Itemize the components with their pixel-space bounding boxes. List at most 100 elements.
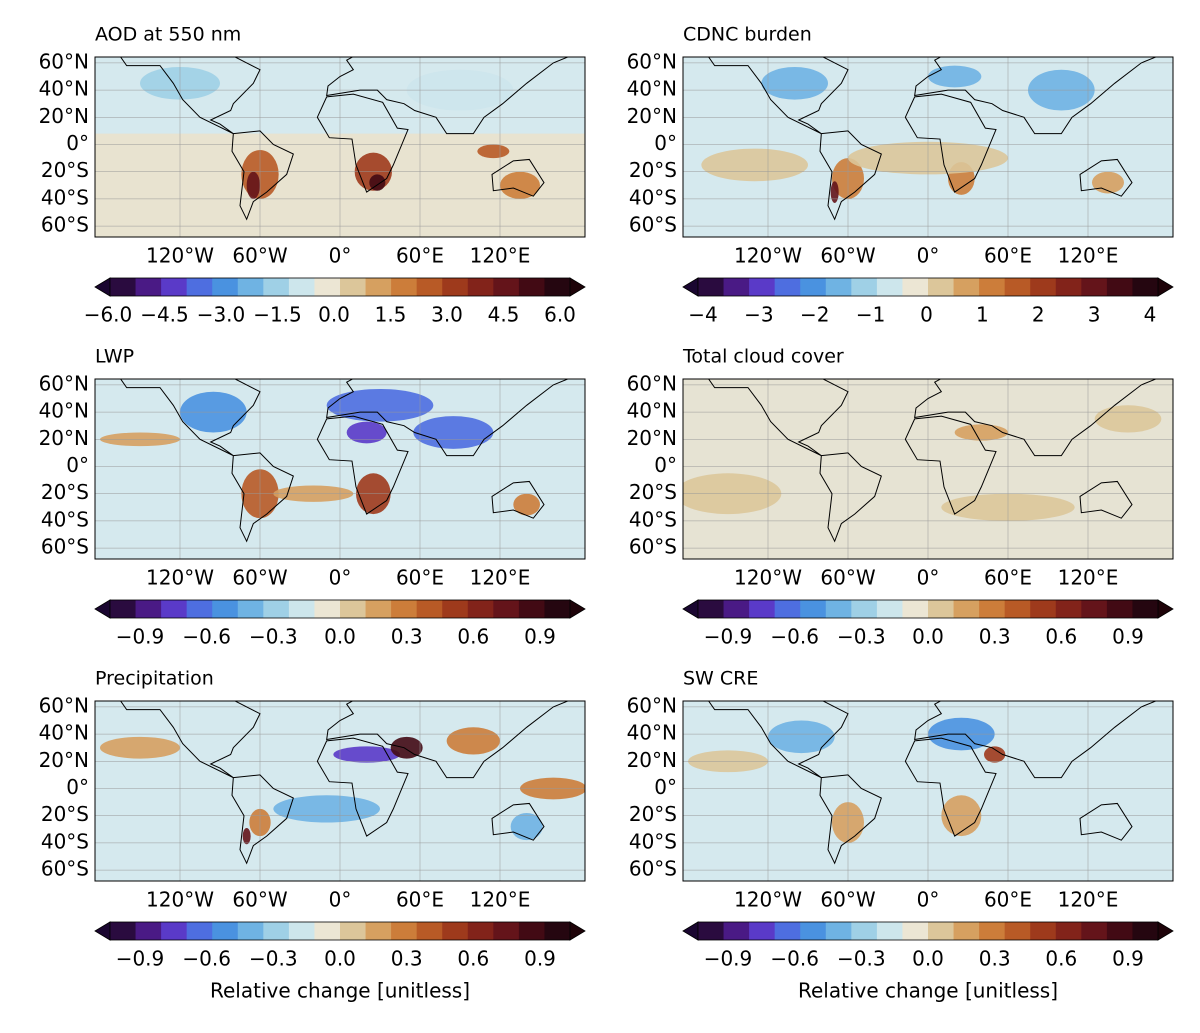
- colorbar-extend: [682, 921, 699, 941]
- map: [683, 57, 1173, 237]
- lat-label: 60°S: [629, 535, 677, 559]
- colorbar-bin: [493, 278, 520, 296]
- lat-label: 20°S: [629, 480, 677, 504]
- colorbar-extend: [1157, 599, 1174, 619]
- colorbar-tick-label: 0.0: [324, 625, 356, 649]
- colorbar-frame: [109, 921, 571, 941]
- colorbar-bin: [442, 278, 469, 296]
- coastline: [231, 774, 294, 865]
- colorbar-bin: [263, 922, 290, 940]
- coastline: [1079, 802, 1133, 841]
- lon-label: 60°E: [396, 888, 444, 912]
- colorbar-frame: [697, 599, 1159, 619]
- colorbar-bin: [1030, 922, 1057, 940]
- colorbar-bin: [518, 278, 545, 296]
- lat-label: 0°: [654, 453, 677, 477]
- colorbar-label: Relative change [unitless]: [798, 979, 1058, 1003]
- colorbar-bin: [876, 922, 903, 940]
- colorbar-bin: [1132, 600, 1159, 618]
- anomaly: [333, 746, 400, 763]
- lon-label: 0°: [329, 244, 352, 268]
- colorbar-tick-label: 0.9: [1112, 947, 1144, 971]
- lon-label: 0°: [917, 244, 940, 268]
- lat-label: 40°S: [629, 829, 677, 853]
- colorbar-bin: [365, 600, 392, 618]
- map-frame: [94, 56, 586, 238]
- colorbar-bin: [1081, 278, 1108, 296]
- lon-label: 60°E: [984, 888, 1032, 912]
- colorbar-bin: [314, 600, 341, 618]
- lat-label: 0°: [66, 775, 89, 799]
- anomaly: [1094, 405, 1162, 433]
- colorbar-tick-label: 0.0: [912, 625, 944, 649]
- coastline: [1079, 158, 1133, 197]
- lat-label: 40°N: [39, 721, 89, 745]
- colorbar-bin: [288, 922, 315, 940]
- lat-label: 60°S: [41, 535, 89, 559]
- lat-label: 20°N: [39, 748, 89, 772]
- colorbar-tick-label: −3.0: [197, 303, 246, 327]
- lon-label: 120°E: [470, 888, 531, 912]
- coastline: [231, 130, 294, 221]
- coastline: [491, 802, 545, 841]
- coastline: [1079, 480, 1133, 519]
- lon-label: 120°W: [146, 244, 214, 268]
- colorbar-bin: [416, 278, 443, 296]
- colorbar-bin: [161, 600, 188, 618]
- lat-label: 20°N: [627, 426, 677, 450]
- colorbar-bin: [902, 922, 929, 940]
- colorbar-bin: [953, 278, 980, 296]
- colorbar-bin: [340, 278, 367, 296]
- colorbar-tick-label: 0.3: [391, 625, 423, 649]
- lat-label: 0°: [654, 775, 677, 799]
- colorbar-bin: [391, 278, 418, 296]
- coastline: [914, 701, 1158, 779]
- colorbar-frame: [109, 277, 571, 297]
- coastline: [316, 415, 409, 515]
- colorbar-bin: [1055, 922, 1082, 940]
- colorbar-tick-label: 0.3: [979, 947, 1011, 971]
- colorbar-bin: [263, 278, 290, 296]
- lat-label: 40°S: [629, 185, 677, 209]
- colorbar-bin: [442, 922, 469, 940]
- anomaly: [477, 144, 510, 159]
- colorbar-bin: [288, 600, 315, 618]
- coastline: [231, 452, 294, 543]
- colorbar-tick-label: −0.6: [770, 947, 819, 971]
- colorbar-tick-label: 0.6: [1045, 625, 1077, 649]
- coastline: [120, 379, 261, 457]
- coastline: [708, 379, 849, 457]
- colorbar-bin: [1004, 278, 1031, 296]
- colorbar-bin: [135, 600, 162, 618]
- colorbar-bin: [774, 278, 801, 296]
- coastline: [914, 57, 1158, 135]
- anomaly: [954, 424, 1008, 441]
- lon-label: 0°: [329, 888, 352, 912]
- lon-label: 120°E: [1058, 566, 1119, 590]
- colorbar-bin: [544, 600, 571, 618]
- lat-label: 20°N: [39, 104, 89, 128]
- colorbar-tick-label: −0.9: [704, 947, 753, 971]
- anomaly: [413, 416, 494, 449]
- colorbar-bin: [212, 600, 239, 618]
- colorbar-tick-label: −1.5: [253, 303, 302, 327]
- map: [95, 379, 585, 559]
- anomaly: [100, 736, 180, 759]
- colorbar-bin: [723, 922, 750, 940]
- colorbar-bin: [135, 922, 162, 940]
- map: [95, 57, 585, 237]
- coastline: [904, 737, 997, 837]
- colorbar-bin: [825, 278, 852, 296]
- colorbar-tick-label: −0.9: [116, 625, 165, 649]
- map-frame: [94, 378, 586, 560]
- colorbar-bin: [110, 278, 137, 296]
- coastline: [120, 701, 261, 779]
- colorbar-tick-label: −1: [856, 303, 885, 327]
- colorbar-bin: [1132, 278, 1159, 296]
- lon-label: 60°E: [984, 566, 1032, 590]
- colorbar-bin: [365, 922, 392, 940]
- colorbar-bin: [416, 600, 443, 618]
- colorbar-bin: [979, 600, 1006, 618]
- lat-label: 20°N: [627, 748, 677, 772]
